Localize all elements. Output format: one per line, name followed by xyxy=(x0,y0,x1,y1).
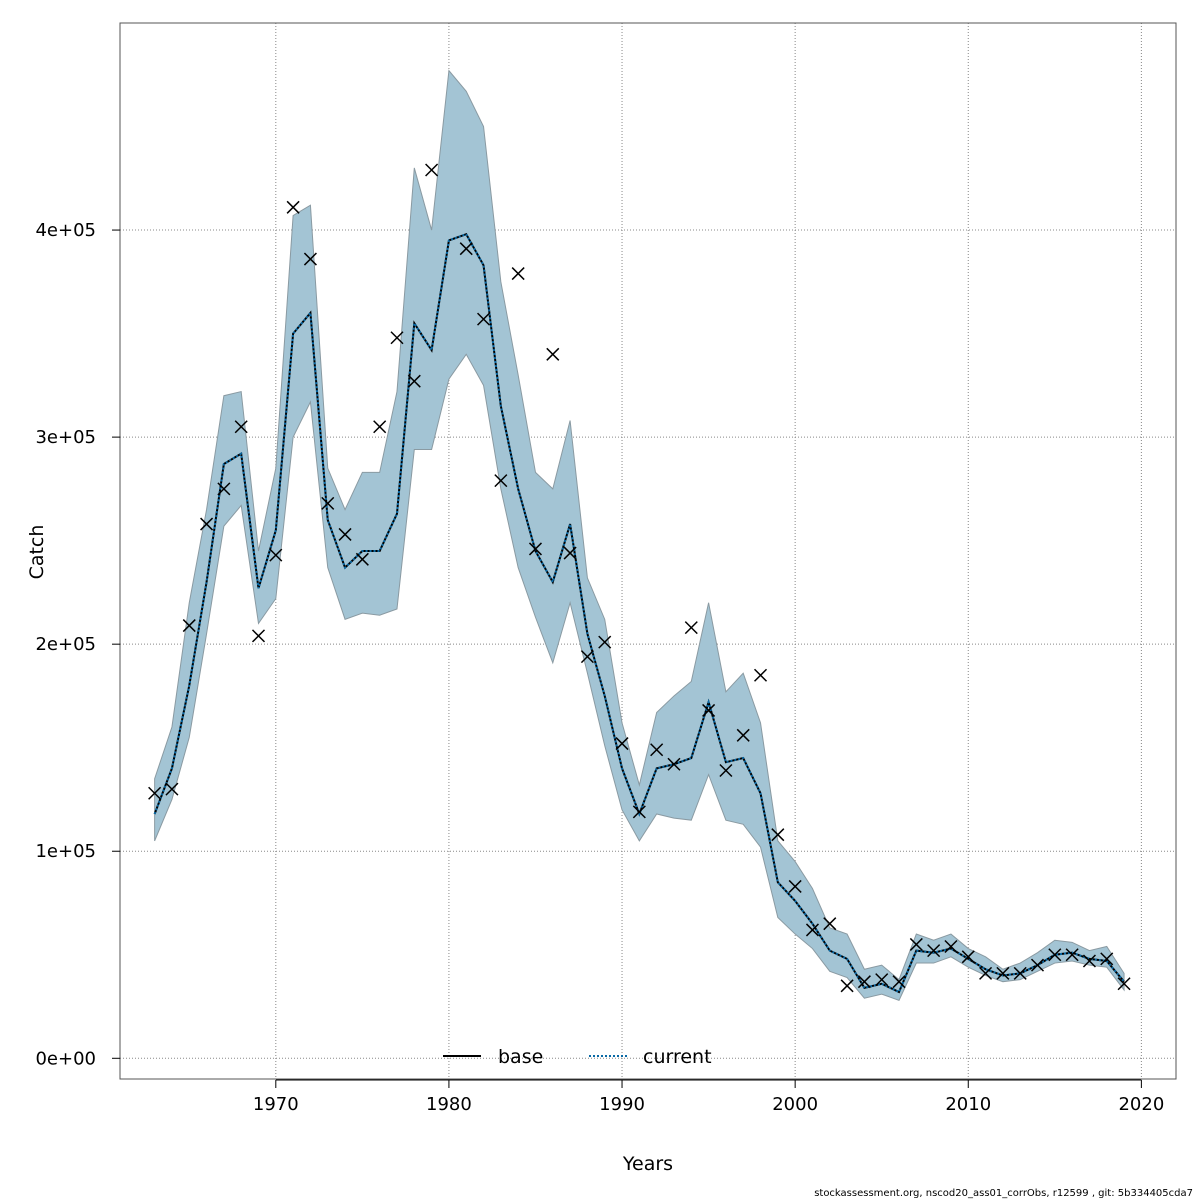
x-tick-label: 2010 xyxy=(945,1094,991,1115)
y-tick-label: 4e+05 xyxy=(35,220,96,241)
legend-label-current: current xyxy=(643,1046,712,1068)
series-line-current xyxy=(153,232,1125,994)
observation-point xyxy=(234,420,248,434)
observation-point xyxy=(927,944,941,958)
y-tick-label: 0e+00 xyxy=(35,1048,96,1069)
observation-point xyxy=(182,619,196,633)
observation-point xyxy=(1030,958,1045,972)
observation-point xyxy=(390,331,404,345)
observation-point xyxy=(321,496,335,510)
observation-point xyxy=(857,975,871,989)
observation-point xyxy=(1117,977,1131,991)
x-tick-label: 1970 xyxy=(253,1094,299,1115)
observation-point xyxy=(286,200,300,214)
observation-point xyxy=(753,668,768,682)
observation-point xyxy=(805,923,819,937)
observation-point xyxy=(840,979,854,993)
observation-point xyxy=(148,786,162,800)
observation-point xyxy=(961,950,975,964)
x-tick-label: 1990 xyxy=(599,1094,645,1115)
legend-label-base: base xyxy=(498,1046,543,1068)
observation-point xyxy=(1100,952,1114,966)
observation-point xyxy=(511,267,525,281)
x-tick-label: 2000 xyxy=(772,1094,818,1115)
observation-point xyxy=(892,975,906,989)
observation-point xyxy=(546,347,560,361)
observation-point xyxy=(909,937,923,951)
observation-point xyxy=(667,757,681,771)
observation-point xyxy=(684,621,698,635)
observation-point xyxy=(580,650,594,664)
observation-point xyxy=(598,635,612,649)
footer-credit: stockassessment.org, nscod20_ass01_corrO… xyxy=(814,1188,1193,1199)
observation-point xyxy=(632,805,646,819)
observation-point xyxy=(702,703,716,717)
observation-point xyxy=(494,474,508,488)
observation-point xyxy=(165,782,179,796)
observation-point xyxy=(719,763,733,778)
confidence-band-area xyxy=(154,69,1125,1001)
confidence-band xyxy=(154,69,1125,1001)
observation-point xyxy=(425,163,439,177)
observation-point xyxy=(771,828,785,842)
observation-point xyxy=(373,420,387,434)
observation-point xyxy=(788,879,802,893)
observation-point xyxy=(875,973,889,987)
observation-point xyxy=(563,546,577,560)
observation-markers xyxy=(148,163,1131,993)
x-axis-title: Years xyxy=(622,1153,673,1175)
observation-point xyxy=(217,482,231,496)
observation-point xyxy=(459,242,473,256)
observation-point xyxy=(650,743,664,757)
observation-point xyxy=(355,552,369,566)
observation-point xyxy=(1013,966,1027,980)
y-tick-label: 3e+05 xyxy=(35,427,96,448)
observation-point xyxy=(477,312,491,326)
legend: base current xyxy=(443,1046,712,1068)
y-axis-title: Catch xyxy=(26,525,48,580)
observation-point xyxy=(407,374,421,388)
observation-point xyxy=(338,527,352,541)
observation-point xyxy=(979,966,993,980)
x-tick-label: 1980 xyxy=(426,1094,472,1115)
observation-point xyxy=(944,939,958,954)
y-tick-label: 2e+05 xyxy=(35,634,96,655)
plot-frame xyxy=(119,22,1177,1080)
x-axis: 1970 1980 1990 2000 2010 2020 xyxy=(253,1079,1164,1115)
observation-point xyxy=(615,737,629,751)
observation-point xyxy=(303,252,317,266)
observation-point xyxy=(269,548,283,562)
y-tick-label: 1e+05 xyxy=(35,841,96,862)
observation-point xyxy=(1082,954,1096,968)
y-axis: 0e+00 1e+05 2e+05 3e+05 4e+05 xyxy=(35,220,120,1069)
observation-point xyxy=(736,728,750,742)
series-lines xyxy=(153,232,1125,994)
observation-point xyxy=(1065,948,1079,962)
observation-point xyxy=(823,917,837,931)
observation-point xyxy=(996,966,1010,980)
observation-point xyxy=(251,629,266,643)
observation-point xyxy=(200,517,214,531)
x-tick-label: 2020 xyxy=(1118,1094,1164,1115)
observation-point xyxy=(1048,948,1062,962)
observation-point xyxy=(528,542,543,556)
